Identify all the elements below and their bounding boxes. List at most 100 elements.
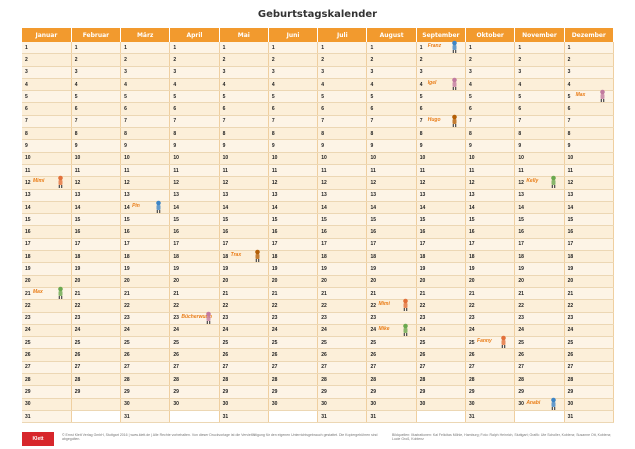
day-cell[interactable]: 14 Pin	[120, 200, 171, 215]
day-cell[interactable]: 20	[22, 275, 72, 288]
day-cell[interactable]: 9	[22, 139, 72, 153]
day-cell[interactable]: 5	[317, 90, 368, 104]
day-cell[interactable]: 16	[268, 225, 319, 239]
day-cell[interactable]: 29	[268, 385, 319, 399]
day-cell[interactable]: 2	[514, 53, 565, 67]
day-cell[interactable]: 13	[465, 189, 516, 202]
day-cell[interactable]: 4	[120, 78, 171, 92]
day-cell[interactable]: 12	[564, 176, 615, 190]
day-cell[interactable]: 20	[465, 275, 516, 288]
day-cell[interactable]: 4	[366, 78, 417, 92]
day-cell[interactable]: 6	[120, 102, 171, 116]
day-cell[interactable]: 8	[219, 127, 269, 141]
day-cell[interactable]: 4	[317, 78, 368, 92]
day-cell[interactable]: 7	[219, 115, 269, 129]
day-cell[interactable]: 11	[564, 164, 615, 178]
day-cell[interactable]: 23 Bücherwurm	[169, 311, 220, 325]
day-cell[interactable]: 21	[366, 287, 417, 301]
day-cell[interactable]: 16	[564, 225, 615, 239]
day-cell[interactable]: 18	[120, 250, 171, 264]
day-cell[interactable]: 15	[366, 213, 417, 227]
day-cell[interactable]: 5	[366, 90, 417, 104]
day-cell[interactable]: 17	[71, 238, 122, 252]
day-cell[interactable]: 2	[564, 53, 615, 67]
day-cell[interactable]: 28	[564, 373, 615, 387]
day-cell[interactable]: 27	[219, 361, 269, 375]
day-cell[interactable]: 14	[366, 201, 417, 215]
day-cell[interactable]: 21 Max	[22, 286, 72, 301]
day-cell[interactable]: 8	[514, 127, 565, 141]
day-cell[interactable]: 1	[120, 42, 171, 55]
day-cell[interactable]: 11	[416, 164, 467, 178]
day-cell[interactable]: 10	[366, 152, 417, 165]
day-cell[interactable]: 16	[416, 225, 467, 239]
day-cell[interactable]: 13	[564, 189, 615, 202]
day-cell[interactable]: 16	[219, 225, 269, 239]
day-cell[interactable]: 21	[514, 287, 565, 301]
day-cell[interactable]: 21	[317, 287, 368, 301]
day-cell[interactable]: 13	[22, 189, 72, 202]
day-cell[interactable]: 4	[564, 78, 615, 92]
day-cell[interactable]: 7	[22, 115, 72, 129]
day-cell[interactable]: 24	[514, 324, 565, 338]
day-cell[interactable]: 26	[268, 348, 319, 362]
day-cell[interactable]: 29	[465, 385, 516, 399]
day-cell[interactable]: 12	[317, 176, 368, 190]
day-cell[interactable]: 24	[564, 324, 615, 338]
day-cell[interactable]: 22	[416, 299, 467, 313]
day-cell[interactable]: 25	[120, 336, 171, 350]
day-cell[interactable]: 7	[366, 115, 417, 129]
day-cell[interactable]: 9	[268, 139, 319, 153]
day-cell[interactable]: 17	[465, 238, 516, 252]
day-cell[interactable]: 30	[564, 398, 615, 411]
day-cell[interactable]: 5	[416, 90, 467, 104]
day-cell[interactable]: 1	[514, 42, 565, 55]
day-cell[interactable]: 1	[564, 42, 615, 55]
day-cell[interactable]: 14	[268, 201, 319, 215]
day-cell[interactable]: 1	[169, 42, 220, 55]
day-cell[interactable]: 11	[22, 164, 72, 178]
day-cell[interactable]: 25	[169, 336, 220, 350]
day-cell[interactable]: 2	[465, 53, 516, 67]
day-cell[interactable]: 8	[169, 127, 220, 141]
day-cell[interactable]: 5 Max	[564, 89, 615, 104]
day-cell[interactable]: 4	[71, 78, 122, 92]
day-cell[interactable]: 28	[465, 373, 516, 387]
day-cell[interactable]: 6	[465, 102, 516, 116]
day-cell[interactable]: 31	[120, 410, 171, 424]
day-cell[interactable]: 20	[268, 275, 319, 288]
day-cell[interactable]: 3	[317, 66, 368, 79]
day-cell[interactable]: 15	[465, 213, 516, 227]
day-cell[interactable]: 22	[268, 299, 319, 313]
day-cell[interactable]: 2	[219, 53, 269, 67]
day-cell[interactable]: 5	[169, 90, 220, 104]
day-cell[interactable]: 30	[416, 398, 467, 411]
day-cell[interactable]: 13	[366, 189, 417, 202]
day-cell[interactable]: 18	[71, 250, 122, 264]
day-cell[interactable]: 17	[169, 238, 220, 252]
day-cell[interactable]: 1	[317, 42, 368, 55]
day-cell[interactable]: 23	[22, 312, 72, 325]
day-cell[interactable]: 27	[564, 361, 615, 375]
day-cell[interactable]: 12	[120, 176, 171, 190]
day-cell[interactable]: 6	[564, 102, 615, 116]
day-cell[interactable]: 1	[465, 42, 516, 55]
day-cell[interactable]: 19	[169, 262, 220, 276]
day-cell[interactable]: 9	[120, 139, 171, 153]
day-cell[interactable]: 30	[169, 398, 220, 411]
day-cell[interactable]: 7	[465, 115, 516, 129]
day-cell[interactable]: 2	[366, 53, 417, 67]
day-cell[interactable]: 23	[514, 312, 565, 325]
day-cell[interactable]: 27	[169, 361, 220, 375]
day-cell[interactable]: 7	[514, 115, 565, 129]
day-cell[interactable]: 24	[416, 324, 467, 338]
day-cell[interactable]: 10	[71, 152, 122, 165]
day-cell[interactable]: 10	[120, 152, 171, 165]
day-cell[interactable]: 24	[268, 324, 319, 338]
day-cell[interactable]: 25	[514, 336, 565, 350]
day-cell[interactable]: 11	[71, 164, 122, 178]
day-cell[interactable]: 11	[465, 164, 516, 178]
day-cell[interactable]: 18	[366, 250, 417, 264]
day-cell[interactable]: 15	[169, 213, 220, 227]
day-cell[interactable]: 31	[366, 410, 417, 424]
